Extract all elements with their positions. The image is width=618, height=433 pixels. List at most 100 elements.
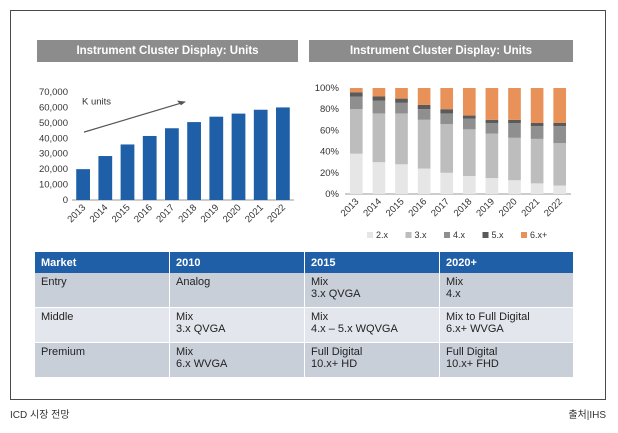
x-tick-label: 2014 — [361, 196, 384, 219]
x-tick-label: 2013 — [339, 196, 362, 219]
stacked-bar-segment — [440, 113, 454, 125]
bar — [98, 156, 113, 200]
stacked-bar-segment — [462, 88, 476, 116]
stacked-bar-segment — [417, 119, 431, 169]
x-tick-label: 2019 — [474, 196, 497, 219]
stacked-bar-segment — [349, 88, 363, 93]
stacked-bar-segment — [395, 164, 408, 194]
legend-label: 3.x — [415, 230, 428, 240]
left-bar-chart: 0 10,000 20,000 30,000 40,000 50,000 60,000 70,… — [39, 87, 294, 225]
table-cell: Mix 3.x QVGA — [169, 307, 305, 343]
market-table: Market 2010 2015 2020+ Entry Analog Mix 3… — [35, 252, 574, 378]
y-tick-label: 50,000 — [39, 118, 68, 129]
table-row: Entry Analog Mix 3.x QVGA Mix 4.x — [35, 273, 574, 308]
table-cell: Mix 3.x QVGA — [304, 273, 440, 308]
stacked-bar-segment — [530, 126, 544, 139]
legend-swatch — [367, 232, 373, 238]
stacked-bar-segment — [349, 92, 363, 97]
stacked-bar-segment — [485, 119, 499, 123]
x-tick-label: 2017 — [154, 202, 177, 225]
bar — [209, 116, 224, 200]
header-2020plus: 2020+ — [439, 252, 574, 273]
stacked-bar-segment — [440, 124, 454, 173]
x-tick-label: 2018 — [452, 196, 475, 219]
stacked-bar-segment — [440, 88, 454, 110]
stacked-bar-segment — [349, 153, 363, 194]
stacked-bar-segment — [417, 109, 431, 120]
stacked-bar-segment — [417, 104, 431, 110]
x-tick-label: 2022 — [542, 196, 565, 219]
left-chart-title: Instrument Cluster Display: Units — [37, 40, 298, 62]
legend-label: 5.x — [492, 230, 505, 240]
stacked-bar-segment — [530, 138, 544, 184]
table-cell: Mix to Full Digital 6.x+ WVGA — [439, 307, 574, 343]
stacked-bar-segment — [372, 88, 386, 97]
stacked-bar-segment — [440, 109, 454, 114]
stacked-bar-segment — [508, 119, 521, 123]
stacked-bar-segment — [553, 143, 567, 186]
header-market: Market — [35, 252, 170, 273]
stacked-bar-segment — [553, 185, 567, 194]
x-tick-label: 2016 — [406, 196, 429, 219]
legend-label: 2.x — [376, 230, 389, 240]
table-cell: Analog — [169, 273, 305, 308]
stacked-bar-segment — [395, 98, 408, 103]
bar — [253, 109, 268, 200]
legend-label: 6.x+ — [530, 230, 547, 240]
table-header-row: Market 2010 2015 2020+ — [35, 252, 574, 273]
table-cell: Mix 4.x — [439, 273, 574, 308]
trend-arrow-head — [177, 100, 186, 106]
y-tick-label: 100% — [315, 83, 340, 94]
stacked-bar-segment — [372, 113, 386, 163]
header-2010: 2010 — [169, 252, 305, 273]
bar — [120, 144, 135, 200]
stacked-bar-segment — [349, 96, 363, 110]
bar — [76, 169, 90, 200]
y-tick-label: 40,000 — [39, 133, 68, 144]
bar — [231, 113, 246, 200]
x-tick-label: 2015 — [110, 202, 133, 225]
table-cell: Entry — [35, 273, 170, 308]
legend-swatch — [521, 232, 527, 238]
table-cell: Mix 4.x – 5.x WQVGA — [304, 307, 440, 343]
stacked-bar-segment — [530, 183, 544, 194]
x-tick-label: 2018 — [176, 202, 199, 225]
stacked-bar-segment — [395, 88, 408, 99]
y-tick-label: 10,000 — [39, 180, 68, 191]
stacked-bar-segment — [372, 162, 386, 194]
stacked-bar-segment — [553, 88, 567, 123]
stacked-bar-segment — [372, 100, 386, 114]
y-tick-label: 60,000 — [39, 102, 68, 113]
y-tick-label: 60% — [320, 125, 340, 136]
stacked-bar-segment — [417, 88, 431, 105]
stacked-bar-segment — [349, 109, 363, 154]
stacked-bar-segment — [508, 137, 521, 181]
table-cell: Full Digital 10.x+ FHD — [439, 342, 574, 378]
y-tick-label: 20% — [320, 168, 340, 179]
stacked-bar-segment — [462, 129, 476, 176]
x-tick-label: 2022 — [265, 202, 288, 225]
table-cell: Full Digital 10.x+ HD — [304, 342, 440, 378]
x-tick-label: 2014 — [88, 202, 111, 225]
x-tick-label: 2015 — [384, 196, 407, 219]
legend-label: 4.x — [453, 230, 466, 240]
bar — [187, 122, 201, 200]
stacked-bar-segment — [395, 113, 408, 165]
stacked-bar-segment — [553, 122, 567, 127]
x-tick-label: 2020 — [221, 202, 244, 225]
trend-arrow-line — [83, 102, 183, 133]
stacked-bar-segment — [485, 178, 499, 194]
y-tick-label: 40% — [320, 147, 340, 158]
stacked-bar-segment — [485, 122, 499, 134]
y-tick-label: 80% — [320, 104, 340, 115]
legend-swatch — [482, 232, 489, 238]
stacked-bar-segment — [508, 122, 521, 138]
legend-swatch — [444, 232, 450, 238]
table-cell: Middle — [35, 307, 170, 343]
x-tick-label: 2021 — [519, 196, 542, 219]
legend-swatch — [405, 232, 412, 238]
right-stacked-chart: 0%20%40%60%80%100%2013 2014 2015 2016 2017 20… — [315, 83, 571, 240]
table-row: Premium Mix 6.x WVGA Full Digital 10.x+ HD… — [35, 342, 574, 378]
stacked-bar-segment — [440, 172, 454, 194]
stacked-bar-segment — [530, 88, 544, 123]
